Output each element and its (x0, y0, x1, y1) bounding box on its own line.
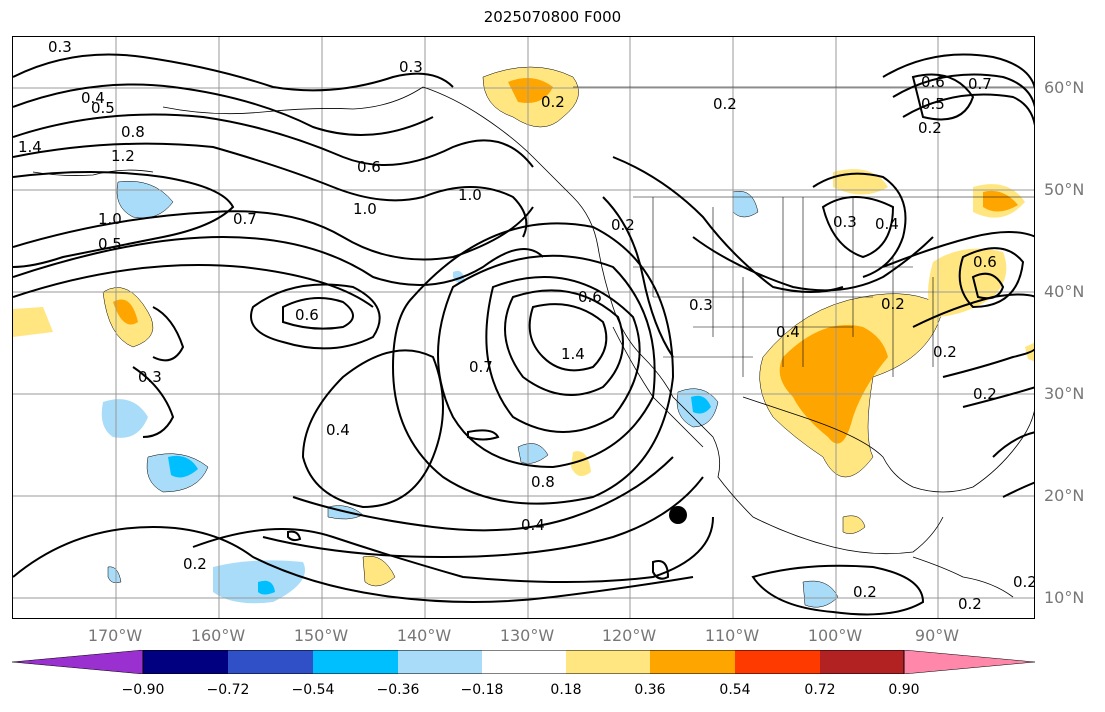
contour-label: 0.4 (81, 89, 105, 107)
contour-label-group: 0.3 0.4 0.5 0.8 1.4 1.2 0.6 1.0 0.3 0.2 … (18, 38, 1035, 613)
colorbar-swatch (903, 650, 1035, 674)
colorbar-swatch (735, 650, 820, 674)
lon-label: 170°W (87, 626, 143, 645)
contour-label: 0.3 (138, 368, 162, 386)
contour-label: 0.2 (973, 385, 997, 403)
contour-label: 0.3 (833, 213, 857, 231)
colorbar-tick: −0.36 (376, 682, 420, 698)
contour-label: 1.0 (353, 200, 377, 218)
lat-label: 10°N (1044, 588, 1085, 607)
colorbar-swatch (650, 650, 735, 674)
colorbar (12, 650, 1035, 674)
contour-label: 0.5 (91, 99, 115, 117)
contour-label: 1.2 (111, 147, 135, 165)
contour-label: 0.2 (1013, 573, 1035, 591)
map-canvas: 0.3 0.4 0.5 0.8 1.4 1.2 0.6 1.0 0.3 0.2 … (13, 37, 1035, 618)
graticule (13, 37, 1034, 618)
contour-label: 0.2 (541, 93, 565, 111)
contour-label: 0.2 (713, 95, 737, 113)
colorbar-tick: 0.90 (888, 682, 920, 698)
contour-label: 0.6 (357, 158, 381, 176)
lon-label: 120°W (601, 626, 657, 645)
lat-label: 30°N (1044, 384, 1085, 403)
colorbar-swatch (12, 650, 144, 674)
contour-label: 0.4 (875, 215, 899, 233)
contour-label: 0.6 (578, 288, 602, 306)
contour-label: 1.0 (98, 210, 122, 228)
contour-label: 0.3 (48, 38, 72, 56)
colorbar-swatch (228, 650, 313, 674)
lat-label: 50°N (1044, 180, 1085, 199)
coastlines (32, 86, 1034, 598)
contour-label: 0.2 (958, 595, 982, 613)
contour-label: 1.0 (458, 186, 482, 204)
colorbar-tick: −0.72 (206, 682, 250, 698)
colorbar-tick: 0.36 (634, 682, 666, 698)
colorbar-swatch (566, 650, 650, 674)
contour-label: 1.4 (561, 345, 585, 363)
colorbar-tick: 0.54 (719, 682, 751, 698)
map-panel: 0.3 0.4 0.5 0.8 1.4 1.2 0.6 1.0 0.3 0.2 … (12, 36, 1035, 619)
colorbar-tick: −0.18 (460, 682, 504, 698)
contour-label: 0.5 (921, 95, 945, 113)
contour-label: 0.6 (921, 73, 945, 91)
contour-label: 1.4 (18, 138, 42, 156)
contour-label: 0.7 (233, 210, 257, 228)
colorbar-tick: −0.90 (121, 682, 165, 698)
map-title: 2025070800 F000 (483, 8, 622, 26)
contour-label: 0.5 (98, 235, 122, 253)
contour-label: 0.3 (689, 296, 713, 314)
contour-label: 0.2 (853, 583, 877, 601)
lon-label: 100°W (807, 626, 863, 645)
contour-lines (13, 53, 1034, 616)
contour-label: 0.6 (295, 306, 319, 324)
storm-marker-icon (669, 506, 687, 524)
colorbar-swatch (482, 650, 566, 674)
lon-label: 130°W (499, 626, 555, 645)
colorbar-swatch (143, 650, 228, 674)
colorbar-swatch (313, 650, 398, 674)
contour-label: 0.2 (933, 343, 957, 361)
colorbar-tick: 0.18 (550, 682, 582, 698)
lon-label: 110°W (704, 626, 760, 645)
lat-label: 40°N (1044, 282, 1085, 301)
contour-label: 0.4 (326, 421, 350, 439)
lon-label: 150°W (293, 626, 349, 645)
lon-label: 140°W (396, 626, 452, 645)
lon-label: 160°W (190, 626, 246, 645)
colorbar-tick: 0.72 (804, 682, 836, 698)
contour-label: 0.7 (469, 358, 493, 376)
contour-label: 0.8 (531, 473, 555, 491)
lat-label: 60°N (1044, 78, 1085, 97)
contour-label: 0.2 (183, 555, 207, 573)
positive-shading (13, 66, 1034, 587)
contour-label: 0.3 (399, 58, 423, 76)
colorbar-swatch (398, 650, 482, 674)
colorbar-tick: −0.54 (291, 682, 335, 698)
lon-label: 90°W (914, 626, 960, 645)
contour-label: 0.8 (121, 123, 145, 141)
borders (573, 86, 1034, 377)
contour-label: 0.6 (973, 253, 997, 271)
lat-label: 20°N (1044, 486, 1085, 505)
contour-label: 0.2 (918, 119, 942, 137)
contour-label: 0.2 (881, 295, 905, 313)
contour-label: 0.4 (776, 323, 800, 341)
contour-label: 0.4 (521, 516, 545, 534)
negative-shading (101, 181, 839, 608)
contour-label: 0.7 (968, 75, 992, 93)
contour-label: 0.2 (611, 216, 635, 234)
colorbar-swatch (820, 650, 904, 674)
